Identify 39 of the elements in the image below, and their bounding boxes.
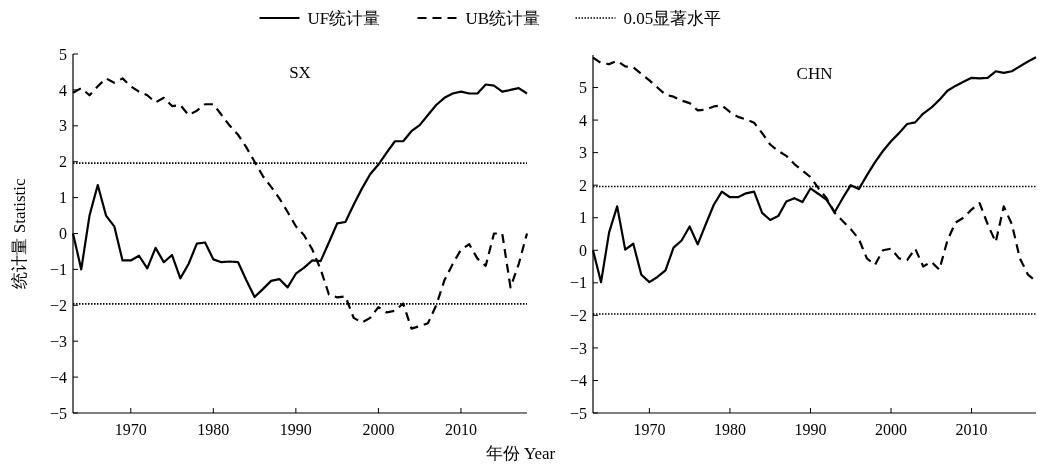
x-tick-label: 1970 [114,421,147,438]
x-tick-label: 2000 [362,421,395,438]
y-tick-label: −2 [569,306,587,324]
text: SX [289,63,311,82]
y-axis-title: 统计量 Statistic [10,178,29,289]
x-tick-label: 1990 [279,421,312,438]
y-tick-label: 5 [579,79,587,97]
x-tick-label: 1990 [794,421,827,438]
x-tick-label: 2010 [955,421,988,438]
text: CHN [796,64,833,83]
y-tick-label: −3 [569,339,587,357]
x-tick-label: 2000 [875,421,908,438]
y-tick-label: 1 [579,209,587,227]
y-tick-label: 0 [59,225,67,243]
legend-label: UF统计量 [307,8,381,28]
y-tick-label: −5 [569,404,587,422]
y-tick-label: 2 [579,176,587,194]
legend-label: 0.05显著水平 [623,8,722,28]
y-tick-label: 2 [59,153,67,171]
y-tick-label: −5 [49,404,67,422]
y-tick-label: 4 [59,81,67,99]
x-tick-label: 2010 [444,421,477,438]
y-tick-label: −1 [49,261,67,278]
y-tick-label: 5 [59,45,67,63]
y-tick-label: −4 [569,372,587,390]
y-tick-label: −2 [49,296,67,314]
y-tick-label: −1 [569,274,587,292]
y-tick-label: −4 [49,368,67,386]
y-tick-label: 1 [59,189,67,207]
y-tick-label: 3 [579,144,587,162]
legend-label: UB统计量 [465,8,541,28]
y-tick-label: 0 [579,241,587,259]
y-tick-label: 4 [579,111,587,129]
x-tick-label: 1970 [633,421,666,438]
x-tick-label: 1980 [713,421,746,438]
y-tick-label: 3 [59,117,67,135]
y-tick-label: −3 [49,332,67,350]
x-tick-label: 1980 [197,421,230,438]
x-axis-title: 年份 Year [485,444,556,463]
